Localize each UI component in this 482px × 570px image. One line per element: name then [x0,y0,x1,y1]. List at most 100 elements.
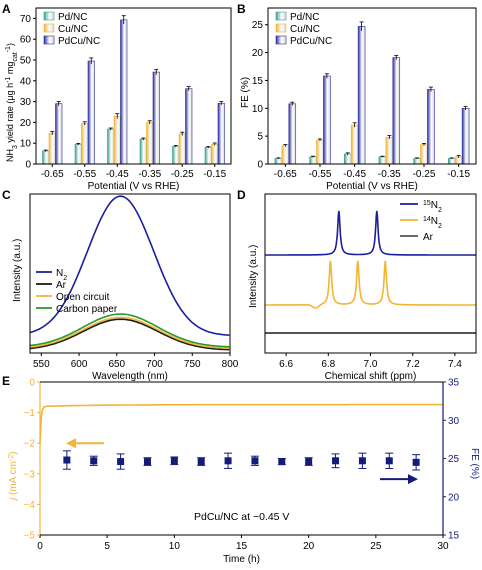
plot-frame [264,193,477,354]
x-tick-label: 5 [104,541,110,552]
panel-e-stability: 0 5 10 15 20 25 30 0 −1 −2 −3 −4 −5 15 20 25 30 35 Time (h… [8,378,481,566]
legend-label: Open circuit [56,292,110,303]
x-tick-label: 550 [33,359,50,370]
y-tick-label: 20 [20,118,32,129]
fe-point [251,457,259,465]
pd-bar [274,158,283,165]
fe-point [170,457,178,465]
fe-point [358,457,366,465]
x-tick-label: 6.6 [279,359,293,370]
y-tick-label: 25 [252,20,264,31]
right-axis-label: FE (%) [469,448,480,479]
legend-label: Cu/NC [58,24,88,35]
right-tick-label: 20 [448,492,460,503]
annotation: PdCu/NC at −0.45 V [194,511,289,523]
right-tick-label: 35 [448,378,460,389]
legend-label: N2 [56,268,67,282]
pdcu-bar [323,75,331,165]
y-tick-label: 10 [20,139,32,150]
x-tick-label: 0 [37,541,43,552]
cu-bar [281,145,290,165]
pdcu-bar [217,102,225,165]
pd-bar [172,146,180,165]
panel-letter-a: A [2,2,11,16]
fe-point [197,458,205,466]
pd-bar [74,143,82,165]
x-tick-label: -0.25 [171,169,194,180]
fe-point [385,457,393,465]
legend-label: Cu/NC [290,24,320,35]
x-tick-label: -0.35 [378,169,401,180]
left-axis-label: j (mA cm-2) [8,452,20,502]
x-tick-label: 25 [370,541,382,552]
fe-axis-arrowhead [408,474,418,485]
fe-point [305,458,313,466]
panel-letter-d: D [237,188,246,202]
cu-bar [385,136,394,165]
panel-a-yield-chart: -0.65 -0.55 -0.45 -0.35 -0.25 -0.15 0 10 20 30 40 5… [5,7,232,192]
fe-point [278,458,286,466]
legend-label: 15N2 [423,200,442,214]
x-tick-label: 600 [71,359,88,370]
fe-point [63,456,71,464]
right-tick-label: 30 [448,416,460,427]
fe-point [332,457,340,465]
y-tick-label: 30 [20,97,32,108]
x-tick-label: -0.35 [138,169,161,180]
legend-label: PdCu/NC [290,36,332,47]
legend-label: Pd/NC [58,12,87,23]
plot-frame [29,193,231,354]
panel-letter-c: C [2,188,11,202]
y-tick-label: 0 [25,160,31,171]
fe-point [412,458,420,466]
cu-bar [113,115,121,165]
x-tick-label: 7.0 [364,359,378,370]
pdcu-bar [120,19,128,165]
x-tick-label: 650 [108,359,125,370]
y-tick-label: 10 [252,104,264,115]
left-tick-label: −5 [24,531,36,542]
cu-bar [48,132,56,165]
x-tick-label: 20 [303,541,315,552]
y-tick-label: 15 [252,76,264,87]
pd-bar [204,147,212,165]
left-tick-label: −2 [24,439,36,450]
right-tick-label: 15 [448,531,460,542]
y-tick-label: 40 [20,76,32,87]
panel-d-nmr-spectra: 6.6 6.8 7.0 7.2 7.4 Chemical shift (ppm) Inten… [248,193,477,382]
x-tick-label: -0.45 [343,169,366,180]
ar-curve [29,318,230,351]
legend-swatch [275,35,287,45]
cu-bar [81,123,89,165]
panel-c-uv-spectra: 550 600 650 700 750 800 Wavelength (nm) Intensi… [12,193,239,382]
legend-label: PdCu/NC [58,36,100,47]
n14-spectrum [265,260,476,309]
fe-point [143,458,151,466]
cu-bar [146,122,154,165]
x-tick-label: -0.55 [309,169,332,180]
plot-frame [35,7,232,165]
x-tick-label: -0.15 [203,169,226,180]
x-tick-label: 750 [184,359,201,370]
legend-swatch [275,23,287,33]
current-trace [39,403,443,444]
plot-frame [267,7,477,165]
x-tick-label: 10 [169,541,181,552]
carbon-paper-curve [29,313,230,348]
x-axis-label: Time (h) [223,554,260,565]
pd-bar [413,158,421,165]
cu-bar [211,143,219,165]
pdcu-bar [392,57,401,165]
pd-bar [139,138,147,165]
left-tick-label: 0 [29,378,35,389]
pd-bar [447,158,456,165]
y-axis-label: Intensity (a.u.) [248,245,259,308]
n15-spectrum [265,210,476,256]
legend-label: Pd/NC [290,12,319,23]
y-axis-label: NH3 yield rate (μg h-1 mgcat-1) [5,43,19,162]
n2-curve [29,195,230,336]
x-tick-label: 15 [236,541,248,552]
x-tick-label: 800 [222,359,239,370]
left-tick-label: −1 [24,408,36,419]
right-tick-label: 25 [448,454,460,465]
